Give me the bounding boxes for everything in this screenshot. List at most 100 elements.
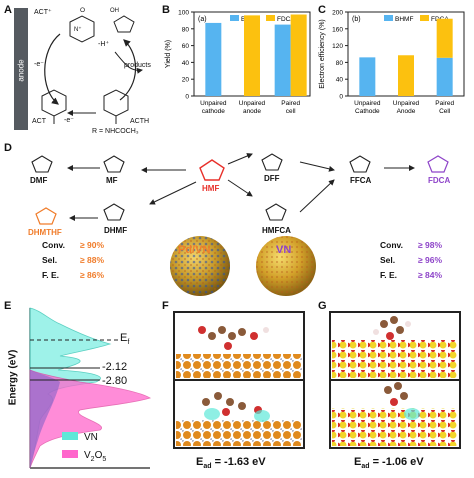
mol-dhmf: DHMF [104,226,128,235]
anode-bar [14,8,28,130]
bar [244,15,260,96]
bar [290,14,307,97]
y-tick-label: 20 [182,77,190,84]
panel-e-dos [29,307,151,469]
stat-label: F. E. [380,270,398,280]
x-tick-label: cathode [202,108,226,115]
chart-c: 0 40 80 120 160 200 Electron efficiency (%) (b)… [319,10,465,115]
y-tick-label: 60 [182,43,190,50]
hmf-ring [199,159,225,181]
panel-label-d: D [4,142,12,154]
mol-dff: DFF [264,174,280,183]
y-tick-label: 0 [339,94,343,101]
y-tick-label: 100 [178,10,189,17]
legend-swatch [420,15,429,21]
fdca-ring [427,155,449,173]
cycle-arrow-right [119,39,137,101]
e-minus-1-label: -e⁻ [34,61,44,68]
x-tick-label: cell [286,108,296,115]
acth-label: ACTH [130,118,150,125]
mol-ffca: FFCA [350,176,372,185]
stat-value: ≥ 86% [80,270,105,280]
catalyst-pd-vn-label: Pd/VN [178,244,211,256]
n-plus-label: N⁺ [74,27,82,33]
catalyst-vn-label: VN [276,244,292,256]
bar [398,55,414,96]
stat-label: F. E. [42,270,60,280]
y-tick-label: 80 [336,60,344,67]
anode-label-wrap: anode [14,52,28,92]
panel-a-scheme [14,8,143,130]
panel-f-structure [173,311,305,449]
y-tick-label: 160 [332,26,343,33]
legend-swatch [266,15,275,21]
f-adsorption-energy: Ead = -1.63 eV [196,456,266,471]
legend-swatch [384,15,393,21]
r-group-label: R = NHCOCH₃ [92,128,139,135]
dos-overlap [30,370,60,468]
act-label: ACT [32,118,46,125]
x-tick-label: Cell [439,108,451,115]
stat-label: Sel. [42,255,58,265]
legend-v2o5: V2O5 [62,450,106,463]
x-tick-label: Paired [435,100,454,107]
x-tick-label: anode [243,108,261,115]
level-1-label: -2.12 [102,361,128,373]
panel-label-a: A [4,4,12,16]
x-tick-label: Unpaired [200,100,227,107]
stat-row: Sel. ≥ 96% [380,255,442,265]
mol-mf: MF [106,176,118,185]
legend-label: BHMF [395,16,413,23]
y-tick-label: 120 [332,43,343,50]
o-label: O [80,7,86,14]
stat-row: F. E. ≥ 84% [380,270,442,280]
y-tick-label: 40 [336,77,344,84]
stat-label: Conv. [380,240,403,250]
x-tick-label: Anode [397,108,416,115]
panel-label-f: F [162,300,169,312]
cycle-arrow-left [44,33,61,105]
bar [436,57,453,96]
products-arrow [114,51,143,74]
x-tick-label: Cathode [355,108,380,115]
acth-ring [103,89,129,117]
stat-row: Conv. ≥ 98% [380,240,442,250]
dos-ylabel: Energy (eV) [7,349,19,406]
x-tick-label: Unpaired [239,100,266,107]
stat-value: ≥ 96% [418,255,443,265]
chart-sublabel: (b) [352,16,361,23]
panel-g-structure [329,311,461,449]
y-tick-label: 40 [182,60,190,67]
oh-label: OH [110,8,119,14]
ffca-ring [349,155,371,173]
fermi-level-label: Ef [120,332,130,347]
products-label: products [124,62,151,69]
x-tick-label: Paired [281,100,300,107]
act-plus-label: ACT⁺ [34,9,52,16]
panel-label-c: C [318,4,326,16]
f-hmf-molecule [198,326,270,422]
y-tick-label: 200 [332,10,343,17]
mol-hmfca: HMFCA [262,226,291,235]
legend-vn-swatch [62,432,78,440]
anode-label: anode [16,59,26,82]
y-tick-label: 0 [185,94,189,101]
dhmf-ring [103,203,125,221]
bar [274,24,291,97]
g-hmf-molecule [373,316,420,420]
legend-v2o5-swatch [62,450,78,458]
bar [205,22,222,97]
stat-row: F. E. ≥ 86% [42,270,104,280]
mol-dmf: DMF [30,176,48,185]
h-plus-label: -H⁺ [98,41,110,48]
y-axis-label: Electron efficiency (%) [319,19,326,89]
legend-label: FDCA [277,16,295,23]
stat-value: ≥ 84% [418,270,443,280]
dff-ring [261,153,283,171]
stat-value: ≥ 88% [80,255,105,265]
dmf-ring [31,155,53,173]
dos-v2o5-curve [29,369,151,469]
hmf-furan-ring [113,15,135,33]
stat-row: Conv. ≥ 90% [42,240,104,250]
